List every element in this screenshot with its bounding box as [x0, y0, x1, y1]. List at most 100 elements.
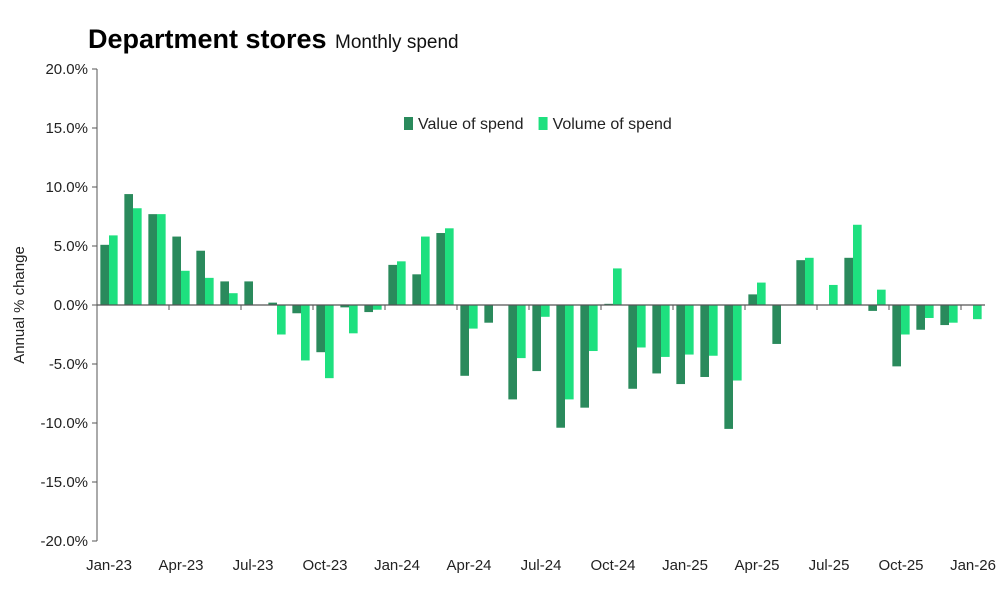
bar-volume: [853, 224, 862, 305]
y-tick-label: -15.0%: [40, 474, 88, 491]
bar-volume: [517, 305, 526, 359]
bar-value: [460, 305, 469, 376]
x-tick-label: Oct-23: [302, 557, 347, 574]
bar-value: [268, 302, 277, 305]
y-tick-label: 0.0%: [54, 297, 88, 314]
bar-value: [628, 305, 637, 389]
x-tick-label: Jan-25: [662, 557, 708, 574]
bar-value: [148, 214, 157, 305]
bar-volume: [685, 305, 694, 355]
x-tick-label: Jul-24: [521, 557, 562, 574]
x-tick-label: Apr-24: [446, 557, 491, 574]
bar-value: [676, 305, 685, 385]
bar-volume: [277, 305, 286, 335]
bar-value: [388, 264, 397, 305]
bar-value: [940, 305, 949, 326]
bar-volume: [709, 305, 718, 356]
bar-value: [892, 305, 901, 367]
bar-value: [700, 305, 709, 377]
bar-value: [220, 281, 229, 305]
bar-volume: [205, 277, 214, 305]
bar-value: [196, 250, 205, 305]
bar-volume: [229, 293, 238, 305]
legend-swatch: [538, 117, 548, 130]
bar-value: [484, 305, 493, 323]
bar-value: [556, 305, 565, 428]
x-tick-label: Oct-25: [878, 557, 923, 574]
y-tick-label: -5.0%: [49, 356, 88, 373]
bar-volume: [949, 305, 958, 323]
bar-volume: [829, 284, 838, 305]
bar-value: [580, 305, 589, 408]
bar-volume: [301, 305, 310, 361]
x-tick-label: Jul-25: [809, 557, 850, 574]
bar-volume: [613, 268, 622, 305]
bar-volume: [181, 270, 190, 305]
bar-volume: [157, 214, 166, 305]
y-axis-label: Annual % change: [11, 246, 28, 364]
bar-volume: [133, 208, 142, 305]
x-tick-label: Jan-24: [374, 557, 420, 574]
bar-volume: [421, 236, 430, 305]
y-tick-label: 15.0%: [45, 120, 88, 137]
bar-value: [412, 274, 421, 305]
legend-label: Value of spend: [418, 116, 524, 133]
bar-value: [772, 305, 781, 344]
bar-volume: [589, 305, 598, 352]
bar-volume: [445, 228, 454, 305]
x-tick-label: Jul-23: [233, 557, 274, 574]
x-tick-label: Jan-23: [86, 557, 132, 574]
legend-swatch: [404, 117, 413, 130]
bar-volume: [925, 305, 934, 318]
bar-value: [124, 194, 133, 305]
bar-value: [652, 305, 661, 374]
bar-value: [868, 305, 877, 311]
bar-volume: [541, 305, 550, 317]
bar-value: [844, 257, 853, 305]
bar-value: [316, 305, 325, 353]
bar-value: [364, 305, 373, 313]
bar-volume: [973, 305, 982, 320]
y-tick-label: 10.0%: [45, 179, 88, 196]
bar-value: [532, 305, 541, 372]
bar-value: [436, 233, 445, 305]
bar-volume: [757, 282, 766, 305]
y-tick-label: -10.0%: [40, 415, 88, 432]
bar-volume: [397, 261, 406, 305]
chart-title-block: Department stores Monthly spend: [88, 24, 459, 55]
bar-value: [724, 305, 733, 429]
bar-value: [796, 260, 805, 305]
bar-volume: [325, 305, 334, 379]
chart-title: Department stores: [88, 24, 327, 54]
chart-subtitle: Monthly spend: [335, 32, 459, 53]
bar-volume: [373, 305, 382, 310]
bar-volume: [469, 305, 478, 329]
x-tick-label: Apr-23: [158, 557, 203, 574]
bar-volume: [805, 257, 814, 305]
bar-value: [292, 305, 301, 314]
bar-volume: [637, 305, 646, 348]
bar-volume: [661, 305, 670, 357]
bar-value: [916, 305, 925, 330]
y-tick-label: 20.0%: [45, 61, 88, 78]
bar-value: [100, 244, 109, 305]
bar-volume: [349, 305, 358, 334]
bar-volume: [877, 289, 886, 305]
bar-volume: [733, 305, 742, 381]
x-tick-label: Oct-24: [590, 557, 635, 574]
bar-value: [508, 305, 517, 400]
x-tick-label: Apr-25: [734, 557, 779, 574]
bar-value: [172, 236, 181, 305]
bar-value: [748, 294, 757, 305]
y-tick-label: -20.0%: [40, 533, 88, 550]
y-tick-label: 5.0%: [54, 238, 88, 255]
bar-volume: [901, 305, 910, 335]
bar-value: [340, 305, 349, 308]
x-tick-label: Jan-26: [950, 557, 996, 574]
bar-value: [244, 281, 253, 305]
bar-volume: [109, 235, 118, 305]
bar-volume: [565, 305, 574, 400]
legend-label: Volume of spend: [553, 116, 672, 133]
